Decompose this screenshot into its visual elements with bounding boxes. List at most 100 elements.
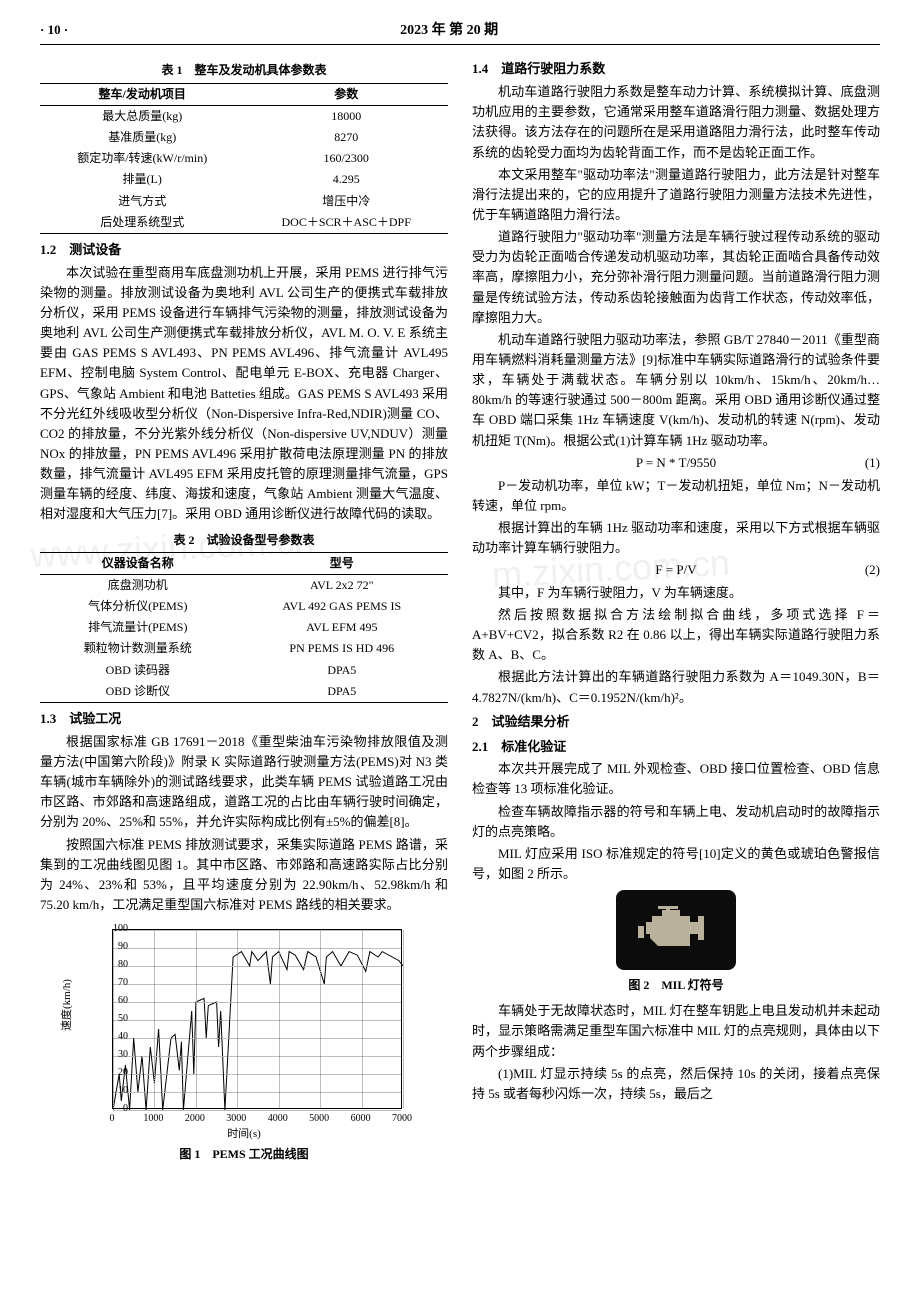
sec-2-1-p4: 车辆处于无故障状态时，MIL 灯在整车钥匙上电且发动机并未起动时，显示策略需满足… <box>472 1001 880 1061</box>
sec-1-4-p3: 道路行驶阻力"驱动功率"测量方法是车辆行驶过程传动系统的驱动受力为齿轮正面啮合传… <box>472 227 880 328</box>
table-cell: 18000 <box>244 105 448 127</box>
sec-1-3-p2: 按照国六标准 PEMS 排放测试要求，采集实际道路 PEMS 路谱，采集到的工况… <box>40 835 448 916</box>
table-cell: 排量(L) <box>40 169 244 190</box>
fig1-plot-area <box>112 929 402 1109</box>
table-cell: 增压中冷 <box>244 191 448 212</box>
table-cell: AVL 2x2 72" <box>236 574 448 596</box>
xtick-label: 6000 <box>351 1111 371 1127</box>
sec-1-3-head: 1.3 试验工况 <box>40 709 448 730</box>
sec-2-1-p3: MIL 灯应采用 ISO 标准规定的符号[10]定义的黄色或琥珀色警报信号，如图… <box>472 844 880 884</box>
table-cell: DPA5 <box>236 681 448 703</box>
table-cell: 额定功率/转速(kW/r/min) <box>40 148 244 169</box>
sec-1-4-p1: 机动车道路行驶阻力系数是整车动力计算、系统模拟计算、底盘测功机应用的主要参数，它… <box>472 82 880 163</box>
eq2-num: (2) <box>865 560 880 581</box>
sec-1-3-p1: 根据国家标准 GB 17691－2018《重型柴油车污染物排放限值及测量方法(中… <box>40 732 448 833</box>
left-column: 表 1 整车及发动机具体参数表 整车/发动机项目 参数 最大总质量(kg)180… <box>40 55 448 1170</box>
sec-1-4-p2: 本文采用整车"驱动功率法"测量道路行驶阻力，此方法是针对整车滑行法提出来的，它的… <box>472 165 880 225</box>
right-column: 1.4 道路行驶阻力系数 机动车道路行驶阻力系数是整车动力计算、系统模拟计算、底… <box>472 55 880 1170</box>
table-row: 基准质量(kg)8270 <box>40 127 448 148</box>
sec-1-2-head: 1.2 测试设备 <box>40 240 448 261</box>
mil-icon <box>616 890 736 970</box>
table-cell: 最大总质量(kg) <box>40 105 244 127</box>
sec-2-1-p2: 检查车辆故障指示器的符号和车辆上电、发动机启动时的故障指示灯的点亮策略。 <box>472 802 880 842</box>
table-row: 气体分析仪(PEMS)AVL 492 GAS PEMS IS <box>40 596 448 617</box>
xtick-label: 2000 <box>185 1111 205 1127</box>
eq1-text: P = N * T/9550 <box>636 453 716 474</box>
sec-2-head: 2 试验结果分析 <box>472 712 880 733</box>
table-row: 底盘测功机AVL 2x2 72" <box>40 574 448 596</box>
sec-2-1-p1: 本次共开展完成了 MIL 外观检查、OBD 接口位置检查、OBD 信息检查等 1… <box>472 759 880 799</box>
table1-col0: 整车/发动机项目 <box>40 83 244 105</box>
table2-col1: 型号 <box>236 552 448 574</box>
ytick-label: 0 <box>88 1101 128 1117</box>
table-cell: PN PEMS IS HD 496 <box>236 638 448 659</box>
ytick-label: 100 <box>88 921 128 937</box>
table-row: 排量(L)4.295 <box>40 169 448 190</box>
ytick-label: 80 <box>88 957 128 973</box>
table-cell: 底盘测功机 <box>40 574 236 596</box>
table-row: 排气流量计(PEMS)AVL EFM 495 <box>40 617 448 638</box>
ytick-label: 40 <box>88 1029 128 1045</box>
table-cell: DOC＋SCR＋ASC＋DPF <box>244 212 448 234</box>
sec-1-4-p9: 根据此方法计算出的车辆道路行驶阻力系数为 A＝1049.30N，B＝4.7827… <box>472 667 880 707</box>
xtick-label: 1000 <box>143 1111 163 1127</box>
table-row: 额定功率/转速(kW/r/min)160/2300 <box>40 148 448 169</box>
table-cell: OBD 诊断仪 <box>40 681 236 703</box>
sec-1-4-p4: 机动车道路行驶阻力驱动功率法，参照 GB/T 27840－2011《重型商用车辆… <box>472 330 880 451</box>
ytick-label: 30 <box>88 1047 128 1063</box>
table-cell: AVL 492 GAS PEMS IS <box>236 596 448 617</box>
equation-1: P = N * T/9550 (1) <box>472 453 880 474</box>
issue-title: 2023 年 第 20 期 <box>68 20 830 42</box>
table-cell: 4.295 <box>244 169 448 190</box>
ytick-label: 70 <box>88 975 128 991</box>
table1-col1: 参数 <box>244 83 448 105</box>
page-number: · 10 · <box>40 20 68 41</box>
sec-1-4-p6: 根据计算出的车辆 1Hz 驱动功率和速度，采用以下方式根据车辆驱动功率计算车辆行… <box>472 518 880 558</box>
sec-1-4-p5: P－发动机功率，单位 kW；T－发动机扭矩，单位 Nm；N－发动机转速，单位 r… <box>472 476 880 516</box>
xtick-label: 5000 <box>309 1111 329 1127</box>
table2: 仪器设备名称 型号 底盘测功机AVL 2x2 72"气体分析仪(PEMS)AVL… <box>40 552 448 703</box>
two-column-body: 表 1 整车及发动机具体参数表 整车/发动机项目 参数 最大总质量(kg)180… <box>40 55 880 1170</box>
table-cell: 基准质量(kg) <box>40 127 244 148</box>
fig1-caption: 图 1 PEMS 工况曲线图 <box>40 1145 448 1164</box>
sec-1-4-p7: 其中，F 为车辆行驶阻力，V 为车辆速度。 <box>472 583 880 603</box>
ytick-label: 20 <box>88 1065 128 1081</box>
table-row: 后处理系统型式DOC＋SCR＋ASC＋DPF <box>40 212 448 234</box>
table-cell: 160/2300 <box>244 148 448 169</box>
ytick-label: 60 <box>88 993 128 1009</box>
fig1-chart: 速度(km/h) 0102030405060708090100 01000200… <box>64 921 424 1141</box>
ytick-label: 10 <box>88 1083 128 1099</box>
equation-2: F = P/V (2) <box>472 560 880 581</box>
sec-1-4-head: 1.4 道路行驶阻力系数 <box>472 59 880 80</box>
table2-caption: 表 2 试验设备型号参数表 <box>40 531 448 550</box>
xtick-label: 0 <box>110 1111 115 1127</box>
table-cell: AVL EFM 495 <box>236 617 448 638</box>
table-row: OBD 诊断仪DPA5 <box>40 681 448 703</box>
table-cell: 后处理系统型式 <box>40 212 244 234</box>
table-cell: 排气流量计(PEMS) <box>40 617 236 638</box>
sec-1-4-p8: 然后按照数据拟合方法绘制拟合曲线，多项式选择 F＝A+BV+CV2，拟合系数 R… <box>472 605 880 665</box>
table-cell: DPA5 <box>236 660 448 681</box>
fig1-ylabel: 速度(km/h) <box>59 979 77 1031</box>
sec-2-1-head: 2.1 标准化验证 <box>472 737 880 758</box>
table-cell: 颗粒物计数测量系统 <box>40 638 236 659</box>
xtick-label: 7000 <box>392 1111 412 1127</box>
table-cell: 8270 <box>244 127 448 148</box>
ytick-label: 90 <box>88 939 128 955</box>
table1: 整车/发动机项目 参数 最大总质量(kg)18000基准质量(kg)8270额定… <box>40 83 448 234</box>
table-row: 最大总质量(kg)18000 <box>40 105 448 127</box>
xtick-label: 4000 <box>268 1111 288 1127</box>
eq1-num: (1) <box>865 453 880 474</box>
figure-2: 图 2 MIL 灯符号 <box>472 890 880 995</box>
table-row: 颗粒物计数测量系统PN PEMS IS HD 496 <box>40 638 448 659</box>
table-cell: OBD 读码器 <box>40 660 236 681</box>
fig1-xlabel: 时间(s) <box>64 1126 424 1144</box>
table-cell: 进气方式 <box>40 191 244 212</box>
xtick-label: 3000 <box>226 1111 246 1127</box>
sec-1-2-p1: 本次试验在重型商用车底盘测功机上开展，采用 PEMS 进行排气污染物的测量。排放… <box>40 263 448 525</box>
table2-col0: 仪器设备名称 <box>40 552 236 574</box>
ytick-label: 50 <box>88 1011 128 1027</box>
table1-caption: 表 1 整车及发动机具体参数表 <box>40 61 448 80</box>
engine-icon <box>636 902 716 958</box>
table-row: OBD 读码器DPA5 <box>40 660 448 681</box>
